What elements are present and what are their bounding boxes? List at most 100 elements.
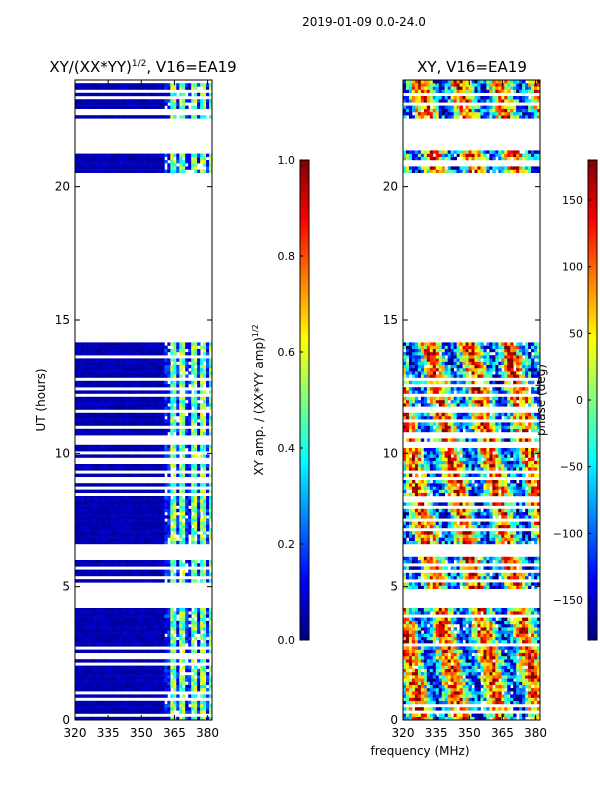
heatmap-cell — [173, 512, 177, 516]
heatmap-cell — [77, 688, 82, 692]
heatmap-cell — [468, 656, 472, 660]
heatmap-cell — [152, 700, 156, 705]
heatmap-cell — [170, 528, 174, 532]
heatmap-cell — [164, 537, 168, 541]
heatmap-cell — [101, 700, 106, 705]
heatmap-cell — [137, 384, 141, 388]
heatmap-cell — [104, 416, 109, 420]
heatmap-cell — [75, 608, 79, 612]
heatmap-cell — [137, 464, 141, 468]
heatmap-cell — [477, 675, 481, 679]
heatmap-cell — [158, 448, 162, 452]
heatmap-cell — [131, 448, 135, 452]
heatmap-cell — [107, 569, 112, 573]
heatmap-cell — [450, 640, 455, 644]
heatmap-cell — [158, 156, 162, 161]
heatmap-cell — [92, 160, 97, 164]
heatmap-cell — [110, 454, 115, 458]
heatmap-cell — [134, 630, 138, 634]
heatmap-cell — [86, 502, 91, 506]
heatmap-cell — [149, 537, 153, 541]
heatmap-cell — [86, 99, 91, 103]
heatmap-cell — [98, 611, 103, 615]
heatmap-cell — [179, 681, 183, 685]
heatmap-cell — [128, 342, 132, 346]
heatmap-cell — [128, 537, 132, 541]
heatmap-cell — [77, 521, 82, 525]
heatmap-cell — [203, 518, 207, 522]
heatmap-cell — [173, 572, 177, 577]
heatmap-cell — [411, 716, 416, 720]
heatmap-cell — [140, 361, 144, 365]
heatmap-cell — [128, 92, 132, 97]
heatmap-cell — [152, 528, 156, 532]
heatmap-cell — [209, 707, 212, 711]
heatmap-cell — [101, 630, 106, 634]
heatmap-cell — [137, 432, 141, 436]
heatmap-cell — [92, 627, 97, 631]
heatmap-cell — [92, 512, 97, 516]
heatmap-cell — [462, 700, 466, 705]
heatmap-cell — [158, 620, 162, 625]
heatmap-cell — [158, 688, 162, 692]
heatmap-cell — [167, 454, 171, 458]
heatmap-cell — [161, 403, 165, 407]
heatmap-cell — [185, 419, 189, 423]
heatmap-cell — [474, 640, 478, 644]
heatmap-cell — [158, 400, 162, 404]
heatmap-cell — [432, 707, 437, 711]
heatmap-cell — [408, 707, 413, 711]
heatmap-cell — [122, 643, 127, 647]
heatmap-cell — [86, 416, 91, 420]
heatmap-cell — [107, 432, 112, 436]
heatmap-cell — [134, 643, 138, 647]
heatmap-cell — [125, 617, 130, 621]
heatmap-cell — [170, 166, 174, 170]
heatmap-cell — [83, 115, 88, 119]
heatmap-cell — [465, 668, 469, 673]
heatmap-cell — [200, 560, 204, 564]
heatmap-cell — [438, 700, 443, 705]
heatmap-cell — [143, 694, 147, 698]
heatmap-cell — [191, 630, 195, 634]
heatmap-cell — [92, 403, 97, 407]
heatmap-cell — [77, 505, 82, 509]
heatmap-cell — [101, 432, 106, 436]
heatmap-cell — [77, 352, 82, 356]
heatmap-cell — [200, 416, 204, 420]
heatmap-cell — [83, 528, 88, 532]
heatmap-cell — [194, 636, 198, 641]
heatmap-cell — [134, 342, 138, 346]
heatmap-cell — [101, 364, 106, 369]
heatmap-cell — [176, 403, 180, 407]
heatmap-cell — [456, 659, 460, 663]
heatmap-cell — [101, 688, 106, 692]
heatmap-cell — [185, 489, 189, 493]
heatmap-cell — [513, 649, 517, 653]
heatmap-cell — [179, 579, 183, 583]
heatmap-cell — [116, 467, 121, 471]
heatmap-cell — [75, 499, 79, 503]
heatmap-cell — [423, 665, 428, 669]
heatmap-cell — [110, 688, 115, 692]
heatmap-cell — [179, 688, 183, 692]
heatmap-cell — [465, 697, 469, 701]
heatmap-cell — [92, 537, 97, 541]
heatmap-cell — [516, 697, 520, 701]
heatmap-cell — [480, 662, 484, 666]
heatmap-cell — [92, 406, 97, 410]
heatmap-cell — [140, 540, 144, 545]
heatmap-cell — [152, 374, 156, 378]
heatmap-cell — [441, 697, 446, 701]
heatmap-cell — [149, 483, 153, 487]
heatmap-cell — [158, 419, 162, 423]
heatmap-cell — [77, 92, 82, 97]
heatmap-cell — [519, 694, 523, 698]
heatmap-cell — [95, 636, 100, 641]
heatmap-cell — [113, 524, 118, 529]
heatmap-cell — [75, 156, 79, 161]
heatmap-cell — [77, 524, 82, 529]
heatmap-cell — [149, 608, 153, 612]
heatmap-cell — [191, 380, 195, 385]
heatmap-cell — [206, 537, 210, 541]
